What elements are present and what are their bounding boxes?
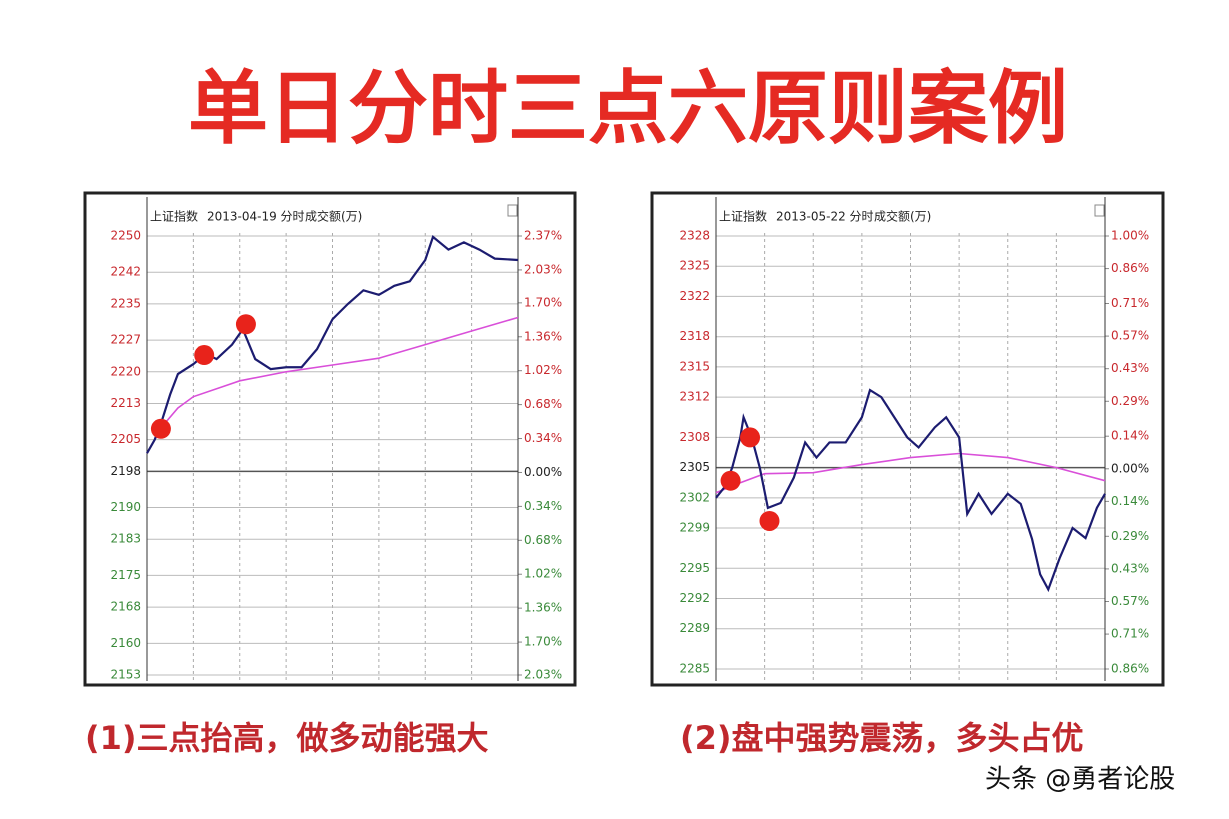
y-tick-label: 2168 xyxy=(110,600,141,614)
y-tick-label: 2302 xyxy=(679,490,710,504)
index-name: 上证指数 xyxy=(719,209,767,224)
y-tick-label: 2328 xyxy=(679,229,710,243)
y2-tick-label: 0.43% xyxy=(1111,561,1149,575)
y-tick-label: 2213 xyxy=(110,396,141,410)
average-line xyxy=(146,316,519,454)
y-tick-label: 2250 xyxy=(110,229,141,243)
y2-tick-label: 0.00% xyxy=(1111,461,1149,475)
price-line xyxy=(146,235,519,454)
y-tick-label: 2318 xyxy=(679,329,710,343)
y2-tick-label: 0.68% xyxy=(524,397,562,411)
caption: (1)三点抬高，做多动能强大 xyxy=(85,719,489,757)
y-tick-label: 2325 xyxy=(679,259,710,273)
y2-tick-label: 0.86% xyxy=(1111,662,1149,676)
highlight-dot xyxy=(720,470,741,491)
y2-tick-label: 1.36% xyxy=(524,329,562,343)
y2-tick-label: 0.71% xyxy=(1111,296,1149,310)
index-name: 上证指数 xyxy=(150,209,198,224)
y-tick-label: 2183 xyxy=(110,532,141,546)
y2-tick-label: 1.02% xyxy=(524,363,562,377)
y-tick-label: 2235 xyxy=(110,296,141,310)
chart-frame xyxy=(83,191,577,687)
y-tick-label: 2312 xyxy=(679,390,710,404)
y-tick-label: 2285 xyxy=(679,662,710,676)
highlight-dot xyxy=(759,510,780,531)
y2-tick-label: 0.57% xyxy=(1111,594,1149,608)
y-tick-label: 2220 xyxy=(110,364,141,378)
y2-tick-label: 0.68% xyxy=(524,533,562,547)
y2-tick-label: 2.03% xyxy=(524,668,562,682)
y-tick-label: 2227 xyxy=(110,333,141,347)
y-tick-label: 2175 xyxy=(110,568,141,582)
date-label: 2013-05-22 分时 xyxy=(776,210,874,224)
y-tick-label: 2305 xyxy=(679,460,710,474)
y2-tick-label: 1.70% xyxy=(524,635,562,649)
y2-tick-label: 0.57% xyxy=(1111,329,1149,343)
y2-tick-label: 0.00% xyxy=(524,465,562,479)
y2-tick-label: 2.03% xyxy=(524,262,562,276)
y-tick-label: 2299 xyxy=(679,521,710,535)
y2-tick-label: 0.34% xyxy=(524,499,562,513)
y2-tick-label: 0.14% xyxy=(1111,429,1149,443)
highlight-dot xyxy=(150,418,171,439)
y-tick-label: 2292 xyxy=(679,591,710,605)
highlight-dot xyxy=(740,427,761,448)
y2-tick-label: 1.02% xyxy=(524,567,562,581)
y-tick-label: 2153 xyxy=(110,668,141,682)
y-tick-label: 2190 xyxy=(110,500,141,514)
y2-tick-label: 0.29% xyxy=(1111,394,1149,408)
page-title: 单日分时三点六原则案例 xyxy=(188,62,1068,155)
y-tick-label: 2295 xyxy=(679,561,710,575)
y2-tick-label: 0.43% xyxy=(1111,361,1149,375)
y2-tick-label: 1.70% xyxy=(524,295,562,309)
y2-tick-label: 2.37% xyxy=(524,229,562,243)
y2-tick-label: 0.29% xyxy=(1111,529,1149,543)
y2-tick-label: 1.36% xyxy=(524,601,562,615)
watermark: 头条 @勇者论股 xyxy=(985,765,1175,795)
highlight-dot xyxy=(194,345,215,366)
y-tick-label: 2308 xyxy=(679,430,710,444)
window-icon xyxy=(507,204,518,217)
volume-label: 成交额(万) xyxy=(874,209,931,224)
price-line xyxy=(715,388,1106,593)
highlight-dot xyxy=(235,314,256,335)
average-line xyxy=(715,452,1106,494)
y-tick-label: 2198 xyxy=(110,464,141,478)
y2-tick-label: 0.86% xyxy=(1111,261,1149,275)
y-tick-label: 2322 xyxy=(679,289,710,303)
y-tick-label: 2205 xyxy=(110,432,141,446)
date-label: 2013-04-19 分时 xyxy=(207,210,305,224)
y-tick-label: 2289 xyxy=(679,621,710,635)
y2-tick-label: 0.14% xyxy=(1111,494,1149,508)
y-tick-label: 2315 xyxy=(679,359,710,373)
y2-tick-label: 1.00% xyxy=(1111,229,1149,243)
caption: (2)盘中强势震荡，多头占优 xyxy=(680,719,1084,757)
y2-tick-label: 0.71% xyxy=(1111,627,1149,641)
y-tick-label: 2242 xyxy=(110,265,141,279)
volume-label: 成交额(万) xyxy=(305,209,362,224)
y2-tick-label: 0.34% xyxy=(524,431,562,445)
window-icon xyxy=(1094,204,1105,217)
y-tick-label: 2160 xyxy=(110,636,141,650)
